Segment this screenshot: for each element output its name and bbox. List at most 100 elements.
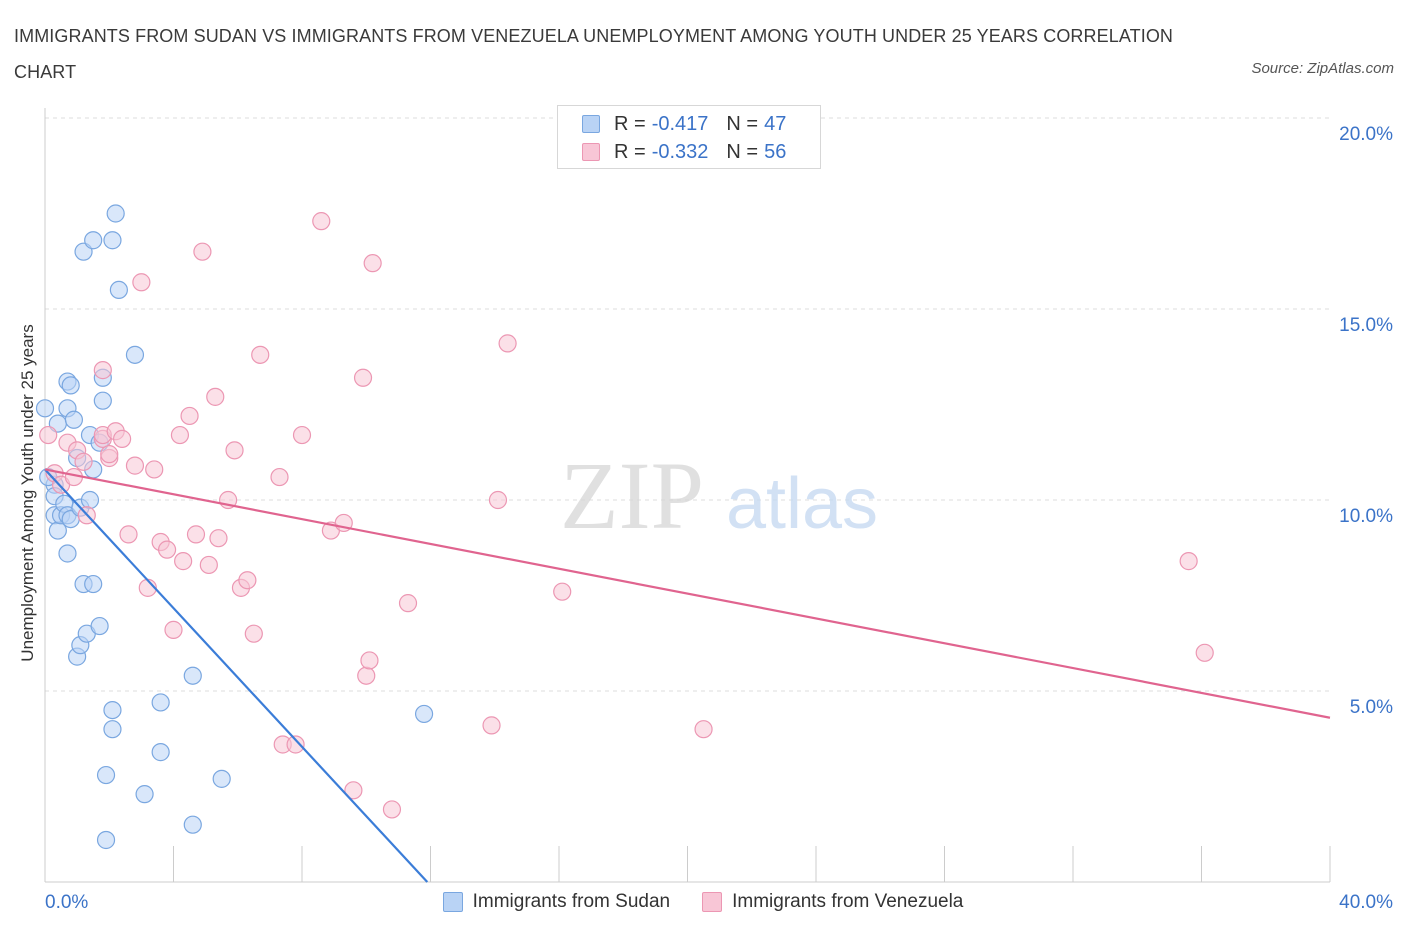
n-label: N = xyxy=(726,140,759,163)
venezuela-point xyxy=(382,800,402,819)
venezuela-point xyxy=(694,720,713,739)
y-tick-label: 10.0% xyxy=(1339,506,1393,527)
legend-row-sudan: R = -0.417 N = 47 xyxy=(582,110,786,138)
sudan-point xyxy=(151,743,170,762)
venezuela-point xyxy=(157,540,177,559)
sudan-swatch xyxy=(582,115,600,133)
venezuela-point xyxy=(125,456,145,475)
legend-label-venezuela: Immigrants from Venezuela xyxy=(732,891,964,912)
sudan-point xyxy=(103,700,122,720)
series-legend: Immigrants from Sudan Immigrants from Ve… xyxy=(0,888,1406,916)
venezuela-point xyxy=(193,242,212,261)
sudan-point xyxy=(106,204,125,223)
venezuela-point xyxy=(119,525,138,544)
venezuela-point xyxy=(93,361,112,380)
sudan-point xyxy=(103,231,122,250)
sudan-point xyxy=(151,693,170,712)
y-tick-label: 15.0% xyxy=(1339,315,1393,336)
venezuela-point xyxy=(199,555,218,575)
sudan-point xyxy=(96,830,116,850)
sudan-point xyxy=(109,280,128,299)
sudan-point xyxy=(58,544,77,563)
sudan-point xyxy=(64,410,84,429)
venezuela-point xyxy=(225,441,244,460)
venezuela-point xyxy=(112,429,132,448)
venezuela-point xyxy=(312,212,331,231)
y-tick-labels: 5.0% 10.0% 15.0% 20.0% xyxy=(1339,124,1393,718)
venezuela-point xyxy=(164,620,183,639)
sudan-point xyxy=(125,345,145,364)
x-tick-label: 40.0% xyxy=(1339,892,1393,913)
venezuela-point xyxy=(145,460,164,479)
venezuela-point xyxy=(251,345,270,364)
axes xyxy=(44,108,1331,883)
venezuela-point xyxy=(1179,552,1198,571)
venezuela-point xyxy=(286,735,305,754)
venezuela-point xyxy=(357,666,376,685)
venezuela-point xyxy=(174,552,193,571)
venezuela-point xyxy=(74,452,93,471)
watermark-zip: ZIP xyxy=(560,442,704,549)
n-value: 56 xyxy=(764,140,787,163)
sudan-point xyxy=(84,574,103,594)
legend-row-venezuela: R = -0.332 N = 56 xyxy=(582,138,786,166)
source-credit: Source: ZipAtlas.com xyxy=(1251,60,1394,77)
venezuela-swatch xyxy=(702,892,723,912)
venezuela-point xyxy=(238,571,257,590)
sudan-point xyxy=(414,704,434,724)
n-value: 47 xyxy=(764,112,787,135)
legend-item-venezuela: Immigrants from Venezuela xyxy=(702,891,963,913)
n-label: N = xyxy=(726,112,759,135)
sudan-point xyxy=(61,376,80,395)
venezuela-trend-line xyxy=(44,468,1331,719)
legend-label-sudan: Immigrants from Sudan xyxy=(472,891,671,912)
sudan-point xyxy=(135,785,154,804)
r-label: R = xyxy=(614,112,646,135)
r-value: -0.332 xyxy=(651,140,709,163)
sudan-point xyxy=(103,720,122,739)
venezuela-point xyxy=(270,467,289,487)
sudan-swatch xyxy=(442,892,463,912)
chart-title: IMMIGRANTS FROM SUDAN VS IMMIGRANTS FROM… xyxy=(14,26,1174,82)
y-tick-label: 5.0% xyxy=(1350,697,1393,718)
grid-lines xyxy=(45,117,1330,692)
x-tick-label: 0.0% xyxy=(45,892,88,913)
venezuela-point xyxy=(292,425,312,445)
venezuela-point xyxy=(244,624,263,643)
sudan-point xyxy=(93,391,112,410)
venezuela-point xyxy=(180,406,199,426)
sudan-point xyxy=(183,815,202,834)
correlation-legend: R = -0.417 N = 47 R = -0.332 N = 56 xyxy=(557,105,821,169)
venezuela-point xyxy=(482,716,501,735)
r-value: -0.417 xyxy=(651,112,709,135)
venezuela-point xyxy=(363,254,382,273)
venezuela-point xyxy=(553,582,572,601)
venezuela-point xyxy=(186,525,206,544)
sudan-point xyxy=(35,399,55,418)
venezuela-point xyxy=(344,781,363,800)
legend-item-sudan: Immigrants from Sudan xyxy=(442,891,671,913)
sudan-trend-line xyxy=(44,468,429,883)
venezuela-swatch xyxy=(582,143,600,161)
sudan-point xyxy=(183,666,202,685)
y-axis-label: Unemployment Among Youth under 25 years xyxy=(18,324,37,662)
sudan-point xyxy=(80,490,100,510)
sudan-point xyxy=(90,616,109,636)
watermark: ZIP atlas xyxy=(560,442,878,549)
watermark-atlas: atlas xyxy=(726,464,878,544)
venezuela-point xyxy=(209,529,228,548)
y-tick-label: 20.0% xyxy=(1339,124,1393,145)
x-tick-labels: 0.0% 40.0% xyxy=(45,892,1393,913)
venezuela-point xyxy=(353,368,373,387)
venezuela-point xyxy=(360,651,379,670)
venezuela-point xyxy=(398,594,418,613)
venezuela-point xyxy=(170,425,190,445)
venezuela-point xyxy=(488,490,508,510)
venezuela-point xyxy=(132,273,151,292)
venezuela-point xyxy=(39,425,58,445)
sudan-point xyxy=(96,765,116,785)
sudan-point xyxy=(84,231,103,250)
venezuela-point xyxy=(206,387,225,406)
venezuela-point xyxy=(1195,643,1214,662)
